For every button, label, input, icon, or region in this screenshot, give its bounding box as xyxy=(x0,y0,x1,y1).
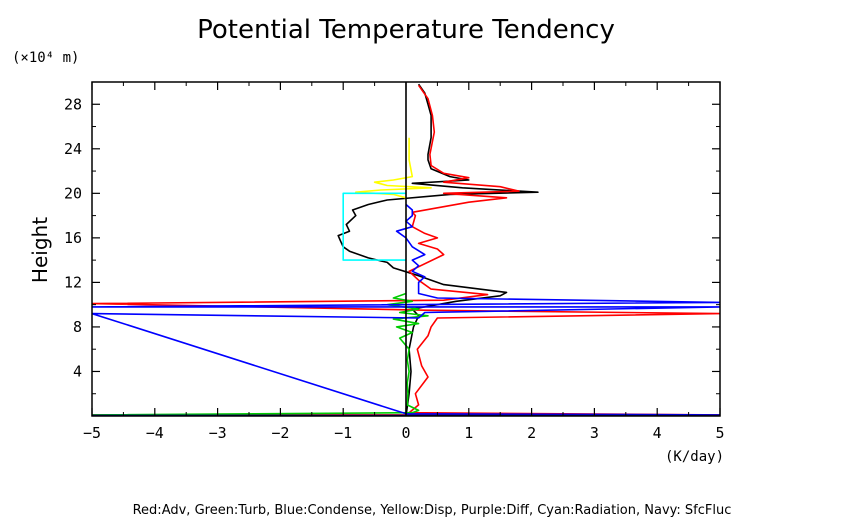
x-tick-label: 4 xyxy=(653,424,662,442)
x-tick-label: 0 xyxy=(401,424,410,442)
y-unit-label: (×10⁴ m) xyxy=(12,50,79,66)
x-tick-label: 1 xyxy=(464,424,473,442)
series-turb xyxy=(92,292,429,416)
x-tick-label: −1 xyxy=(334,424,352,442)
series-disp xyxy=(354,137,432,199)
x-tick-label: 2 xyxy=(527,424,536,442)
y-tick-label: 24 xyxy=(64,140,82,158)
series-layer xyxy=(92,82,720,416)
y-tick-label: 4 xyxy=(73,362,82,380)
y-tick-label: 8 xyxy=(73,318,82,336)
series-adv xyxy=(92,84,720,416)
y-tick-label: 12 xyxy=(64,273,82,291)
x-unit-label: (K/day) xyxy=(665,449,724,465)
x-tick-label: −5 xyxy=(83,424,101,442)
x-tick-label: 5 xyxy=(715,424,724,442)
x-tick-label: −4 xyxy=(146,424,164,442)
y-tick-label: 20 xyxy=(64,184,82,202)
x-tick-label: 3 xyxy=(590,424,599,442)
y-axis-label: Height xyxy=(28,217,52,283)
x-tick-label: −2 xyxy=(271,424,289,442)
y-tick-label: 28 xyxy=(64,95,82,113)
legend-text: Red:Adv, Green:Turb, Blue:Condense, Yell… xyxy=(133,503,732,518)
chart-title: Potential Temperature Tendency xyxy=(197,15,615,45)
x-tick-label: −3 xyxy=(209,424,227,442)
series-radiation xyxy=(342,192,406,261)
y-tick-label: 16 xyxy=(64,229,82,247)
series-condense xyxy=(92,203,720,416)
